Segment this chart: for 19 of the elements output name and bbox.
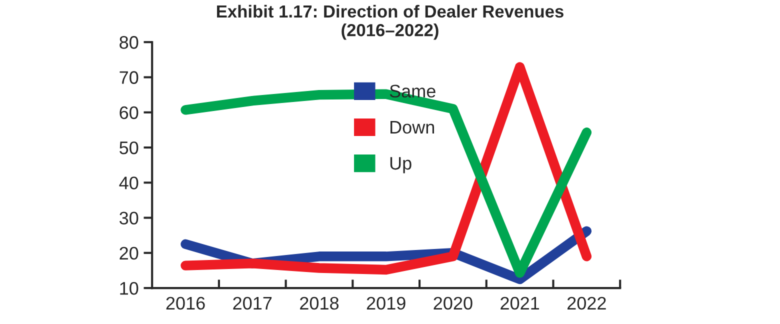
- y-tick-label: 30: [120, 212, 138, 224]
- x-tick-label: 2020: [434, 296, 472, 310]
- y-tick-label: 20: [120, 246, 138, 260]
- y-tick-label: 10: [120, 282, 138, 295]
- y-tick-label: 50: [120, 141, 138, 154]
- chart-title: Exhibit 1.17: Direction of Dealer Revenues (2016–2022): [217, 4, 564, 40]
- legend-label: Down: [390, 121, 434, 134]
- x-tick-label: 2016: [166, 296, 205, 310]
- y-tick-label: 40: [119, 176, 138, 190]
- x-tick-label: 2021: [500, 296, 540, 310]
- y-tick-label: 60: [120, 106, 138, 120]
- x-tick-label: 2022: [568, 296, 606, 310]
- x-tick-label: 2018: [300, 296, 339, 310]
- x-tick-label: 2017: [233, 296, 272, 310]
- y-tick-label: 80: [120, 36, 138, 49]
- legend-label: Up: [390, 157, 412, 174]
- legend-label: Same: [390, 84, 436, 98]
- y-tick-label: 70: [120, 71, 138, 84]
- x-tick-label: 2019: [366, 296, 406, 310]
